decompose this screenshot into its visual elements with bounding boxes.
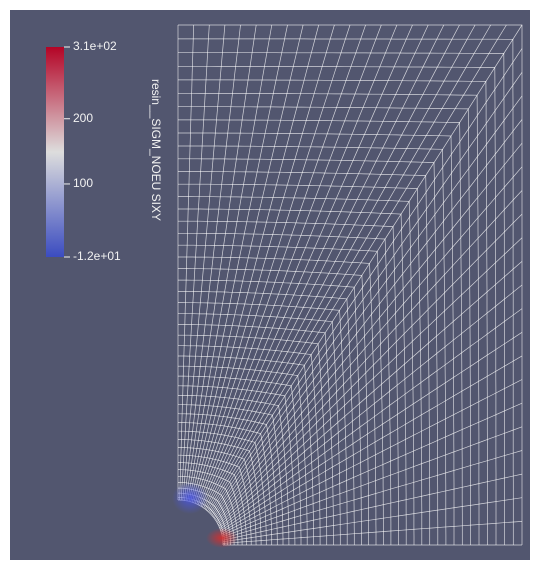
tick-label: 100 xyxy=(73,176,93,190)
tick-label: 3.1e+02 xyxy=(73,39,117,53)
color-bar xyxy=(46,47,64,257)
stress-high-region xyxy=(206,528,238,548)
color-bar-title: resin__SIGM_NOEU SIXY xyxy=(149,79,163,221)
stress-low-region xyxy=(172,482,208,514)
viewport: resin__SIGM_NOEU SIXY 3.1e+02 200 100 -1.2e… xyxy=(0,0,540,566)
tick-label: -1.2e+01 xyxy=(73,249,121,263)
tick-label: 200 xyxy=(73,111,93,125)
